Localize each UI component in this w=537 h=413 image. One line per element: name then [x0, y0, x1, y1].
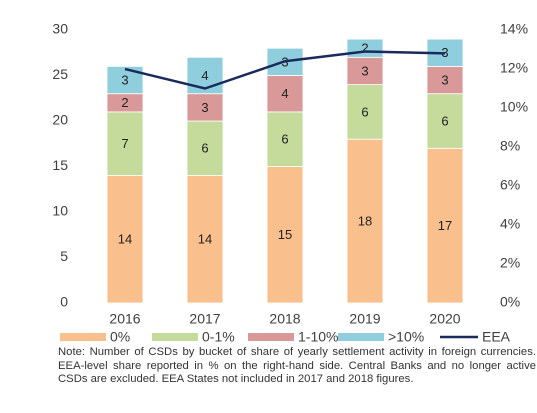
legend-swatch [60, 333, 106, 341]
data-label: 14 [198, 232, 212, 247]
bar-segment [266, 166, 304, 304]
bar-segment [186, 175, 224, 304]
y2-tick-label: 4% [500, 216, 520, 232]
y2-tick-label: 12% [500, 60, 528, 76]
data-label: 2 [121, 95, 128, 110]
bar-segment [346, 138, 384, 304]
data-label: 3 [121, 72, 128, 87]
line-series [124, 50, 446, 90]
bar-segment [186, 93, 224, 122]
y-tick-label: 0 [60, 294, 68, 310]
data-label: 18 [358, 214, 372, 229]
bar-segment [426, 147, 464, 304]
legend-label: 0% [110, 329, 130, 345]
data-label: 6 [361, 104, 368, 119]
bar-segment [426, 66, 464, 95]
data-label: 14 [118, 232, 132, 247]
legend-label: 1-10% [298, 329, 338, 345]
bar-segment [426, 93, 464, 149]
y-tick-label: 5 [60, 248, 68, 264]
y2-tick-label: 2% [500, 255, 520, 271]
bar-segment [346, 56, 384, 85]
legend-label: 0-1% [202, 329, 235, 345]
y2-tick-label: 10% [500, 99, 528, 115]
legend-swatch [338, 333, 384, 341]
note: Note: Number of CSDs by bucket of share … [58, 346, 536, 385]
bar-segment [106, 111, 144, 177]
x-tick-label: 2017 [189, 311, 220, 327]
x-tick-label: 2019 [349, 311, 380, 327]
y-tick-label: 25 [52, 66, 68, 82]
legend-label: >10% [388, 329, 424, 345]
y-tick-label: 20 [52, 112, 68, 128]
data-label: 4 [201, 68, 208, 83]
x-tick-label: 2020 [429, 311, 460, 327]
y2-tick-label: 0% [500, 294, 520, 310]
y2-tick-label: 14% [500, 21, 528, 37]
data-label: 6 [201, 141, 208, 156]
data-label: 3 [201, 100, 208, 115]
y-tick-label: 30 [52, 21, 68, 37]
legend-swatch [248, 333, 294, 341]
data-label: 17 [438, 218, 452, 233]
x-tick-label: 2018 [269, 311, 300, 327]
data-label: 6 [441, 113, 448, 128]
legend-label: EEA [482, 329, 511, 345]
data-label: 3 [441, 72, 448, 87]
data-label: 2 [361, 41, 368, 56]
y2-tick-label: 6% [500, 177, 520, 193]
bar-segment [106, 175, 144, 304]
bar-segment [266, 111, 304, 167]
chart: 0 5 10 15 20 25 30 0% 2% 4% 6% 8% 10% 12% 14% 2016 14 7 2 3… [52, 21, 528, 345]
legend-swatch [152, 333, 198, 341]
y2-tick-label: 8% [500, 138, 520, 154]
data-label: 3 [361, 63, 368, 78]
y-tick-label: 10 [52, 203, 68, 219]
data-label: 4 [281, 86, 288, 101]
y-tick-label: 15 [52, 157, 68, 173]
data-label: 6 [281, 132, 288, 147]
data-label: 7 [121, 136, 128, 151]
bar-segment [186, 120, 224, 176]
data-label: 15 [278, 227, 292, 242]
x-tick-label: 2016 [109, 311, 140, 327]
bar-segment [346, 84, 384, 140]
